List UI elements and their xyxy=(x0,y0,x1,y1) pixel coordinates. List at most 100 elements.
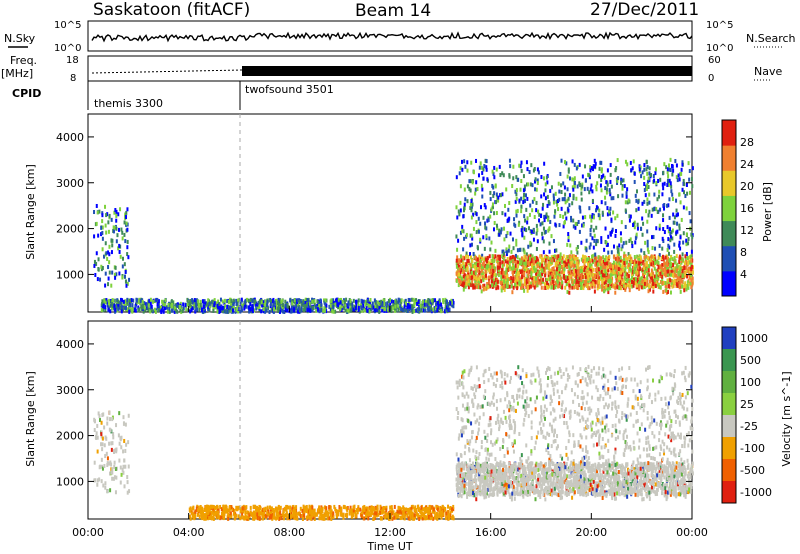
heatmap-cell xyxy=(119,480,122,485)
heatmap-cell xyxy=(610,283,613,288)
heatmap-cell xyxy=(596,286,599,291)
heatmap-cell xyxy=(529,281,532,286)
heatmap-cell xyxy=(273,307,276,312)
heatmap-cell xyxy=(520,168,523,173)
heatmap-cell xyxy=(479,205,482,210)
heatmap-cell xyxy=(526,404,529,409)
heatmap-cell xyxy=(229,297,232,302)
heatmap-cell xyxy=(544,282,547,287)
heatmap-cell xyxy=(208,301,211,306)
heatmap-cell xyxy=(455,175,458,180)
heatmap-cell xyxy=(517,275,520,280)
heatmap-cell xyxy=(572,269,575,274)
heatmap-cell xyxy=(523,288,526,293)
heatmap-cell xyxy=(606,206,609,211)
heatmap-cell xyxy=(469,262,472,267)
heatmap-cell xyxy=(564,275,567,280)
heatmap-cell xyxy=(595,280,598,285)
heatmap-cell xyxy=(545,263,548,268)
heatmap-cell xyxy=(571,185,574,190)
heatmap-cell xyxy=(567,235,570,240)
heatmap-cell xyxy=(471,279,474,284)
heatmap-cell xyxy=(605,241,608,246)
heatmap-cell xyxy=(592,245,595,250)
heatmap-cell xyxy=(479,261,482,266)
heatmap-cell xyxy=(646,243,649,248)
heatmap-cell xyxy=(598,208,601,213)
heatmap-cell xyxy=(486,266,489,271)
heatmap-cell xyxy=(471,236,474,241)
heatmap-cell xyxy=(598,465,601,470)
heatmap-cell xyxy=(473,285,476,290)
heatmap-cell xyxy=(462,430,465,435)
heatmap-cell xyxy=(277,305,280,310)
heatmap-cell xyxy=(133,307,136,312)
heatmap-cell xyxy=(606,265,609,270)
heatmap-cell xyxy=(245,297,248,302)
heatmap-cell xyxy=(683,400,686,405)
heatmap-cell xyxy=(513,269,516,274)
heatmap-cell xyxy=(641,279,644,284)
heatmap-cell xyxy=(671,192,674,197)
heatmap-cell xyxy=(571,285,574,290)
heatmap-cell xyxy=(499,261,502,266)
heatmap-cell xyxy=(464,273,467,278)
heatmap-cell xyxy=(128,277,131,282)
heatmap-cell xyxy=(466,274,469,279)
heatmap-cell xyxy=(484,269,487,274)
heatmap-cell xyxy=(127,413,130,418)
heatmap-cell xyxy=(684,259,687,264)
heatmap-cell xyxy=(530,257,533,262)
heatmap-cell xyxy=(672,273,675,278)
heatmap-cell xyxy=(101,301,104,306)
heatmap-cell xyxy=(579,281,582,286)
heatmap-cell xyxy=(523,235,526,240)
heatmap-cell xyxy=(628,269,631,274)
heatmap-cell xyxy=(376,307,379,312)
heatmap-cell xyxy=(484,225,487,230)
heatmap-cell xyxy=(110,306,113,311)
heatmap-cell xyxy=(590,224,593,229)
heatmap-cell xyxy=(406,303,409,308)
heatmap-cell xyxy=(654,171,657,176)
heatmap-cell xyxy=(545,175,548,180)
heatmap-cell xyxy=(589,165,592,170)
heatmap-cell xyxy=(601,428,604,433)
heatmap-cell xyxy=(204,301,207,306)
heatmap-cell xyxy=(657,260,660,265)
heatmap-cell xyxy=(308,308,311,313)
heatmap-cell xyxy=(671,197,674,202)
heatmap-cell xyxy=(572,263,575,268)
heatmap-cell xyxy=(506,250,509,255)
heatmap-cell xyxy=(123,220,126,225)
heatmap-cell xyxy=(544,258,547,263)
heatmap-cell xyxy=(543,230,546,235)
heatmap-cell xyxy=(208,308,211,313)
heatmap-cell xyxy=(581,275,584,280)
heatmap-cell xyxy=(645,267,648,272)
heatmap-cell xyxy=(115,475,118,480)
heatmap-cell xyxy=(371,305,374,310)
heatmap-cell xyxy=(468,278,471,283)
heatmap-cell xyxy=(114,448,117,453)
heatmap-cell xyxy=(669,262,672,267)
heatmap-cell xyxy=(585,255,588,260)
heatmap-cell xyxy=(627,274,630,279)
heatmap-cell xyxy=(612,196,615,201)
heatmap-cell xyxy=(161,304,164,309)
heatmap-cell xyxy=(551,274,554,279)
colorbar-swatch xyxy=(722,220,736,247)
heatmap-cell xyxy=(107,250,110,255)
heatmap-cell xyxy=(467,285,470,290)
heatmap-cell xyxy=(193,303,196,308)
heatmap-cell xyxy=(514,274,517,279)
heatmap-cell xyxy=(493,220,496,225)
heatmap-cell xyxy=(508,276,511,281)
heatmap-cell xyxy=(350,307,353,312)
heatmap-cell xyxy=(648,453,651,458)
heatmap-cell xyxy=(463,281,466,286)
heatmap-cell xyxy=(125,221,128,226)
heatmap-cell xyxy=(643,285,646,290)
heatmap-cell xyxy=(525,389,528,394)
heatmap-cell xyxy=(587,172,590,177)
